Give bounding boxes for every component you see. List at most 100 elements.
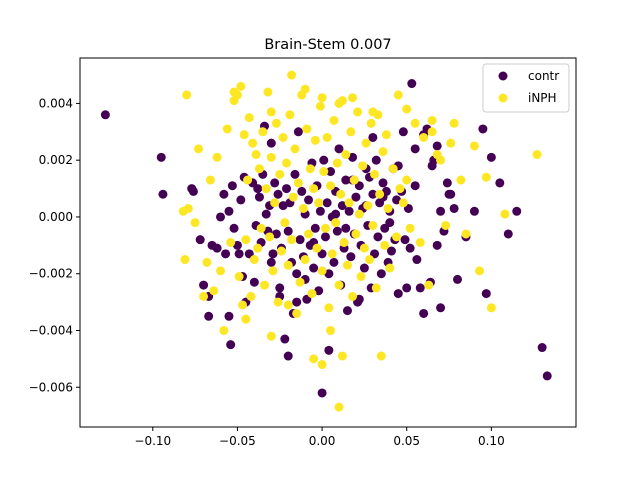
point-inph-100 [375,189,385,199]
point-inph-57 [302,124,312,134]
point-inph-13 [222,124,232,134]
y-tick-label: −0.004 [29,323,73,337]
point-inph-144 [326,325,336,335]
point-inph-55 [298,203,308,213]
point-inph-101 [376,351,386,361]
point-inph-148 [229,96,239,106]
point-inph-114 [415,238,425,247]
point-inph-19 [238,300,248,310]
y-axis: −0.006 −0.004 −0.002 0.000 0.002 0.004 [29,96,80,394]
y-tick-label: −0.002 [29,267,73,281]
point-inph-30 [256,223,266,233]
y-tick-label: −0.006 [29,380,73,394]
point-contr-137 [512,206,522,216]
point-inph-89 [356,272,366,282]
point-inph-104 [381,130,391,140]
point-inph-61 [309,184,319,194]
point-inph-128 [486,303,496,313]
point-inph-10 [212,152,222,162]
point-contr-2 [158,189,168,199]
point-inph-75 [332,158,342,168]
point-inph-41 [275,169,285,179]
point-inph-53 [295,277,305,287]
point-contr-165 [537,343,547,353]
point-contr-73 [332,226,342,236]
point-contr-89 [359,263,369,273]
point-inph-2 [180,255,190,265]
point-inph-105 [383,203,393,213]
points-layer [100,70,552,412]
y-tick-label: 0.000 [39,210,73,224]
x-tick-label: 0.00 [309,434,336,448]
legend-marker-contr [498,71,508,81]
point-contr-19 [234,249,244,259]
legend-label-inph: iNPH [528,91,557,105]
point-contr-158 [402,283,412,293]
point-contr-13 [224,206,234,216]
point-contr-34 [266,257,276,267]
point-inph-120 [441,220,451,230]
point-contr-5 [195,235,205,245]
point-contr-11 [219,189,229,199]
point-contr-143 [283,351,293,361]
point-inph-47 [285,110,295,120]
point-inph-85 [349,175,359,185]
point-inph-69 [322,132,332,142]
point-inph-3 [183,203,193,213]
point-contr-15 [226,340,236,350]
point-contr-129 [453,274,462,284]
point-contr-82 [348,152,358,162]
point-contr-135 [495,178,505,188]
point-inph-126 [475,266,485,276]
point-contr-38 [273,189,283,199]
point-inph-56 [300,255,310,265]
point-inph-42 [276,246,286,256]
point-inph-35 [265,232,275,242]
point-inph-134 [334,98,344,108]
point-inph-113 [410,118,420,128]
point-contr-59 [309,263,319,273]
point-contr-133 [481,289,491,299]
legend-marker-inph [498,93,508,103]
point-contr-134 [486,152,496,162]
point-inph-119 [436,155,446,165]
point-contr-12 [221,249,231,259]
point-contr-144 [292,297,302,307]
point-contr-124 [436,206,446,216]
point-contr-136 [503,229,513,239]
point-inph-117 [427,115,437,125]
point-inph-62 [310,135,320,145]
point-contr-48 [290,169,300,179]
point-inph-131 [287,70,297,80]
point-contr-128 [449,203,459,213]
point-inph-83 [346,127,356,137]
point-inph-65 [315,101,325,111]
point-contr-68 [324,269,334,279]
point-contr-149 [331,209,341,219]
point-inph-74 [331,218,341,228]
point-contr-94 [368,189,378,199]
point-contr-154 [368,132,378,142]
point-contr-56 [304,195,314,205]
point-inph-28 [253,243,263,253]
point-inph-32 [260,280,270,290]
point-contr-164 [444,189,454,199]
point-inph-86 [351,229,361,239]
point-contr-6 [199,280,209,290]
point-contr-17 [229,223,239,233]
point-inph-93 [363,201,373,211]
point-inph-123 [456,175,466,185]
point-contr-141 [266,138,276,148]
point-inph-59 [305,164,315,174]
point-contr-161 [427,161,437,171]
point-inph-129 [500,209,510,219]
point-inph-45 [282,158,292,168]
x-tick-label: −0.10 [134,434,171,448]
point-contr-1 [156,152,166,162]
point-inph-125 [469,141,479,151]
point-contr-27 [254,192,264,202]
point-contr-8 [204,311,214,321]
point-contr-126 [442,178,452,188]
point-inph-68 [320,223,330,233]
point-inph-92 [361,138,371,148]
